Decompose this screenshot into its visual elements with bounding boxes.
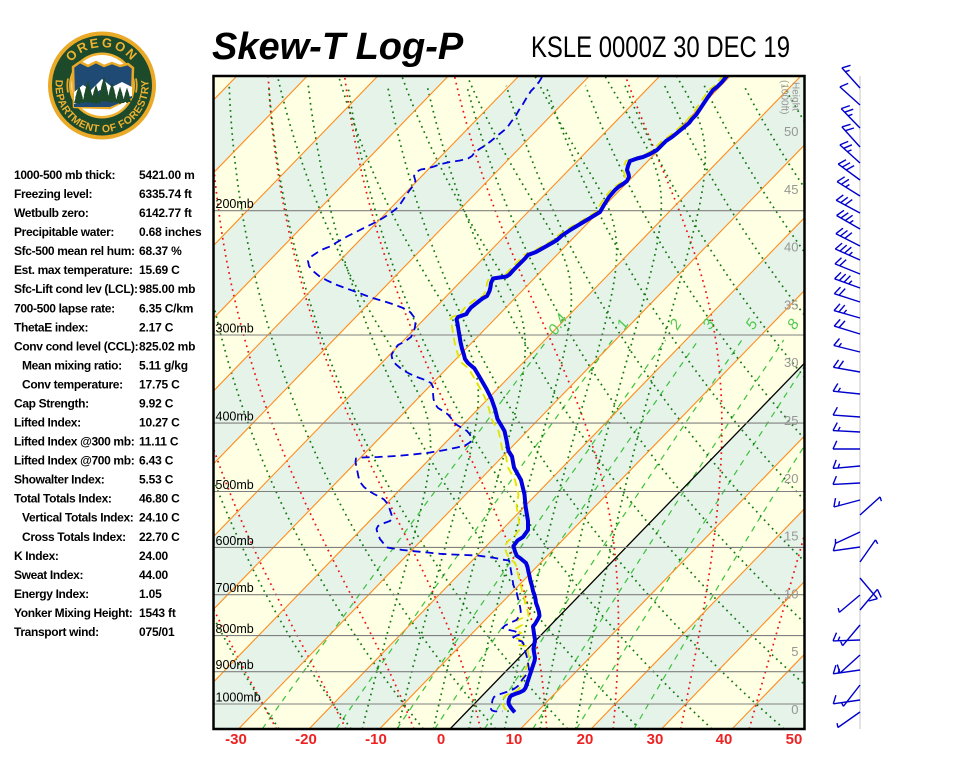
svg-text:25: 25: [784, 413, 798, 428]
svg-text:Conv cond level (CCL):: Conv cond level (CCL):: [14, 339, 138, 353]
svg-text:200mb: 200mb: [216, 197, 254, 211]
svg-text:6.43 C: 6.43 C: [139, 454, 174, 468]
svg-text:22.70 C: 22.70 C: [139, 530, 180, 544]
svg-text:10: 10: [784, 586, 798, 601]
svg-text:Energy Index:: Energy Index:: [14, 587, 89, 601]
svg-text:50: 50: [784, 124, 798, 139]
svg-text:6142.77 ft: 6142.77 ft: [139, 206, 192, 220]
svg-text:0: 0: [437, 731, 445, 748]
svg-text:Lifted Index @700 mb:: Lifted Index @700 mb:: [14, 454, 134, 468]
svg-text:600mb: 600mb: [216, 534, 254, 548]
svg-text:30: 30: [647, 731, 664, 748]
svg-text:Cap Strength:: Cap Strength:: [14, 397, 89, 411]
svg-text:11.11 C: 11.11 C: [139, 435, 179, 449]
svg-text:985.00 mb: 985.00 mb: [139, 282, 195, 296]
svg-text:Skew-T Log-P: Skew-T Log-P: [212, 26, 464, 68]
svg-text:Mean mixing ratio:: Mean mixing ratio:: [22, 358, 122, 372]
svg-text:Precipitable water:: Precipitable water:: [14, 225, 114, 239]
svg-text:1000-500 mb thick:: 1000-500 mb thick:: [14, 168, 115, 182]
svg-text:17.75 C: 17.75 C: [139, 377, 180, 391]
svg-text:1.05: 1.05: [139, 587, 162, 601]
svg-text:-10: -10: [365, 731, 387, 748]
svg-text:Wetbulb zero:: Wetbulb zero:: [14, 206, 89, 220]
svg-text:075/01: 075/01: [139, 625, 175, 639]
svg-text:ThetaE index:: ThetaE index:: [14, 320, 88, 334]
svg-text:(1000ft): (1000ft): [779, 80, 790, 114]
svg-text:1543 ft: 1543 ft: [139, 606, 176, 620]
svg-text:500mb: 500mb: [216, 478, 254, 492]
svg-text:Est. max temperature:: Est. max temperature:: [14, 263, 133, 277]
svg-text:15: 15: [784, 529, 798, 544]
svg-text:Freezing level:: Freezing level:: [14, 187, 92, 201]
svg-text:K Index:: K Index:: [14, 549, 59, 563]
svg-text:Vertical Totals Index:: Vertical Totals Index:: [22, 511, 133, 525]
svg-text:Sweat Index:: Sweat Index:: [14, 568, 83, 582]
svg-text:5.11 g/kg: 5.11 g/kg: [139, 358, 188, 372]
svg-text:50: 50: [786, 731, 803, 748]
svg-text:-30: -30: [225, 731, 247, 748]
svg-text:300mb: 300mb: [216, 322, 254, 336]
svg-text:700mb: 700mb: [216, 581, 254, 595]
svg-text:Height: Height: [790, 82, 801, 111]
svg-text:35: 35: [784, 297, 798, 312]
svg-text:40: 40: [784, 240, 798, 255]
svg-text:46.80 C: 46.80 C: [139, 492, 180, 506]
svg-text:900mb: 900mb: [216, 658, 254, 672]
svg-text:10: 10: [506, 731, 523, 748]
svg-text:0: 0: [791, 702, 798, 717]
svg-text:5421.00 m: 5421.00 m: [139, 168, 195, 182]
svg-text:700-500 lapse rate:: 700-500 lapse rate:: [14, 301, 115, 315]
svg-text:400mb: 400mb: [216, 410, 254, 424]
svg-text:40: 40: [716, 731, 733, 748]
svg-text:6.35 C/km: 6.35 C/km: [139, 301, 193, 315]
svg-text:6335.74 ft: 6335.74 ft: [139, 187, 192, 201]
svg-text:Yonker Mixing Height:: Yonker Mixing Height:: [14, 606, 132, 620]
svg-text:68.37 %: 68.37 %: [139, 244, 182, 258]
svg-text:1000mb: 1000mb: [216, 691, 261, 705]
svg-text:20: 20: [577, 731, 594, 748]
svg-text:20: 20: [784, 471, 798, 486]
svg-text:Conv temperature:: Conv temperature:: [22, 377, 123, 391]
svg-text:Showalter Index:: Showalter Index:: [14, 473, 104, 487]
svg-text:24.10 C: 24.10 C: [139, 511, 180, 525]
svg-text:Cross Totals Index:: Cross Totals Index:: [22, 530, 126, 544]
svg-text:0.68 inches: 0.68 inches: [139, 225, 202, 239]
svg-text:5.53 C: 5.53 C: [139, 473, 174, 487]
svg-text:10.27 C: 10.27 C: [139, 416, 180, 430]
svg-text:44.00: 44.00: [139, 568, 169, 582]
svg-text:Transport wind:: Transport wind:: [14, 625, 99, 639]
svg-text:KSLE 0000Z 30 DEC 19: KSLE 0000Z 30 DEC 19: [531, 31, 790, 64]
svg-text:825.02 mb: 825.02 mb: [139, 339, 195, 353]
svg-text:45: 45: [784, 182, 798, 197]
svg-text:2.17 C: 2.17 C: [139, 320, 174, 334]
svg-text:Lifted Index @300 mb:: Lifted Index @300 mb:: [14, 435, 134, 449]
svg-text:Sfc-500 mean rel hum:: Sfc-500 mean rel hum:: [14, 244, 135, 258]
svg-text:15.69 C: 15.69 C: [139, 263, 180, 277]
svg-text:5: 5: [791, 644, 798, 659]
svg-text:30: 30: [784, 355, 798, 370]
svg-text:800mb: 800mb: [216, 622, 254, 636]
svg-text:24.00: 24.00: [139, 549, 169, 563]
svg-text:Total Totals Index:: Total Totals Index:: [14, 492, 112, 506]
svg-text:-20: -20: [295, 731, 317, 748]
svg-text:Lifted Index:: Lifted Index:: [14, 416, 81, 430]
svg-text:Sfc-Lift cond lev (LCL):: Sfc-Lift cond lev (LCL):: [14, 282, 138, 296]
svg-text:9.92 C: 9.92 C: [139, 397, 174, 411]
